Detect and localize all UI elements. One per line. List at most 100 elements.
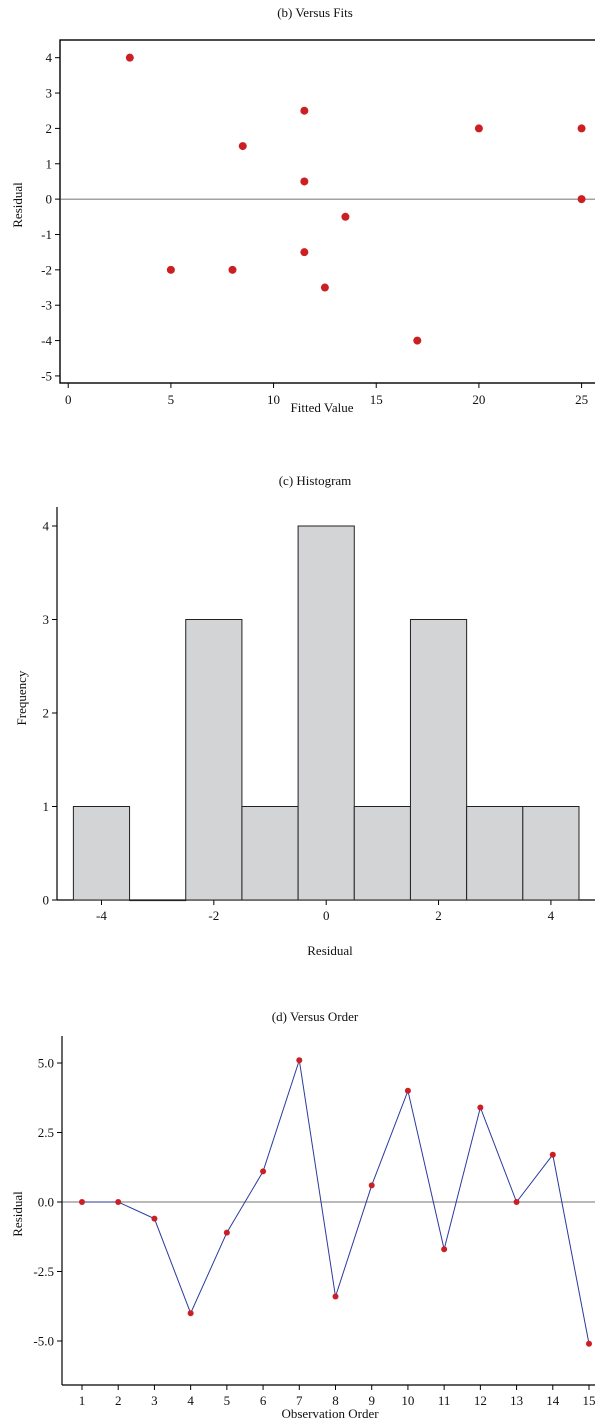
x-tick-label: 12 [474, 1393, 487, 1408]
x-tick-label: 2 [115, 1393, 122, 1408]
x-tick-label: 13 [510, 1393, 523, 1408]
y-tick-label: 5.0 [38, 1056, 54, 1071]
x-tick-label: 11 [438, 1393, 451, 1408]
y-tick-label: 2 [46, 121, 53, 136]
versus-order-y-label: Residual [10, 1191, 25, 1237]
y-tick-label: 1 [46, 156, 53, 171]
versus-fits-y-label: Residual [10, 182, 25, 228]
data-point [413, 336, 422, 345]
y-tick-label: 0 [46, 192, 53, 207]
x-tick-label: 10 [267, 392, 280, 407]
plot-frame [59, 39, 595, 384]
y-tick-label: 0.0 [38, 1195, 54, 1210]
y-tick-label: 0 [43, 893, 50, 908]
x-tick-label: -4 [96, 908, 107, 923]
x-tick-label: 0 [65, 392, 72, 407]
y-tick-label: 1 [43, 799, 50, 814]
data-point [368, 1182, 375, 1189]
y-tick-label: -5 [41, 368, 52, 383]
histogram-y-label: Frequency [14, 670, 29, 725]
histogram-x-label: Residual [307, 943, 353, 958]
data-point [115, 1199, 122, 1205]
data-point [79, 1199, 85, 1205]
y-tick-label: 4 [43, 519, 50, 534]
data-point [404, 1087, 411, 1094]
data-point [341, 212, 350, 221]
x-tick-label: 1 [79, 1393, 86, 1408]
histogram-bar [72, 806, 131, 901]
data-point [549, 1151, 556, 1158]
data-point [228, 265, 237, 274]
versus-fits-title: (b) Versus Fits [277, 5, 353, 20]
x-tick-label: 5 [168, 392, 175, 407]
y-tick-label: -4 [41, 333, 52, 348]
data-point [577, 195, 586, 204]
data-point [260, 1168, 267, 1175]
histogram-panel: (c) Histogram 0 1 2 3 4 -4 -2 0 2 4 Residual Freq… [14, 473, 595, 958]
y-tick-label: 3 [43, 612, 50, 627]
versus-order-title: (d) Versus Order [272, 1009, 359, 1024]
data-point [513, 1199, 520, 1205]
data-point [441, 1246, 448, 1253]
data-point [125, 53, 134, 62]
histogram-bar [522, 806, 580, 901]
data-point [223, 1229, 230, 1236]
x-tick-label: 4 [187, 1393, 194, 1408]
data-point [332, 1293, 339, 1300]
histogram-bar [185, 619, 243, 901]
x-tick-label: 6 [260, 1393, 267, 1408]
x-tick-label: 15 [583, 1393, 595, 1408]
y-tick-label: 4 [46, 50, 53, 65]
y-tick-label: -2 [41, 262, 52, 277]
histogram-bar [241, 806, 299, 901]
data-point [586, 1340, 592, 1347]
y-tick-label: 3 [46, 86, 53, 101]
x-tick-label: 0 [323, 908, 330, 923]
data-point [187, 1310, 194, 1317]
data-point [300, 106, 309, 115]
data-point [296, 1057, 303, 1064]
data-point [477, 1104, 484, 1111]
data-point [474, 124, 483, 133]
x-tick-label: 4 [548, 908, 555, 923]
versus-order-panel: (d) Versus Order 5.02.50.0-2.5-5.01 2 3 4 5 6… [10, 1009, 595, 1421]
y-tick-label: -1 [41, 227, 52, 242]
versus-fits-x-label: Fitted Value [291, 400, 354, 415]
histogram-bar [466, 806, 524, 901]
x-tick-label: 20 [472, 392, 485, 407]
x-tick-label: 15 [370, 392, 383, 407]
y-tick-label: -5.0 [33, 1334, 54, 1349]
x-tick-label: -2 [208, 908, 219, 923]
data-point [300, 248, 309, 257]
y-tick-label: 2 [43, 706, 50, 721]
data-point [300, 177, 309, 186]
data-point [151, 1215, 158, 1222]
y-tick-label: -3 [41, 298, 52, 313]
x-tick-label: 3 [151, 1393, 158, 1408]
data-point [577, 124, 586, 133]
histogram-bar [129, 899, 187, 902]
histogram-bar [297, 525, 355, 901]
x-tick-label: 9 [368, 1393, 375, 1408]
versus-order-x-label: Observation Order [281, 1406, 379, 1421]
y-tick-label: 2.5 [38, 1125, 54, 1140]
x-tick-label: 14 [546, 1393, 560, 1408]
histogram-bar [409, 619, 468, 901]
x-tick-label: 5 [224, 1393, 231, 1408]
histogram-plot-area: 0 1 2 3 4 -4 -2 0 2 4 [43, 507, 595, 923]
histogram-title: (c) Histogram [279, 473, 352, 488]
data-point [320, 283, 329, 292]
data-point [238, 142, 247, 151]
histogram-bar [353, 806, 411, 901]
y-tick-label: -2.5 [33, 1264, 54, 1279]
data-point [166, 265, 175, 274]
versus-order-plot-area: 5.02.50.0-2.5-5.01 2 3 4 5 6 7 8 9 10 11 12 13 14 15 [33, 1036, 595, 1408]
x-tick-label: 25 [575, 392, 588, 407]
x-tick-label: 10 [401, 1393, 414, 1408]
x-tick-label: 2 [435, 908, 442, 923]
x-tick-label: 8 [332, 1393, 339, 1408]
x-tick-label: 7 [296, 1393, 303, 1408]
